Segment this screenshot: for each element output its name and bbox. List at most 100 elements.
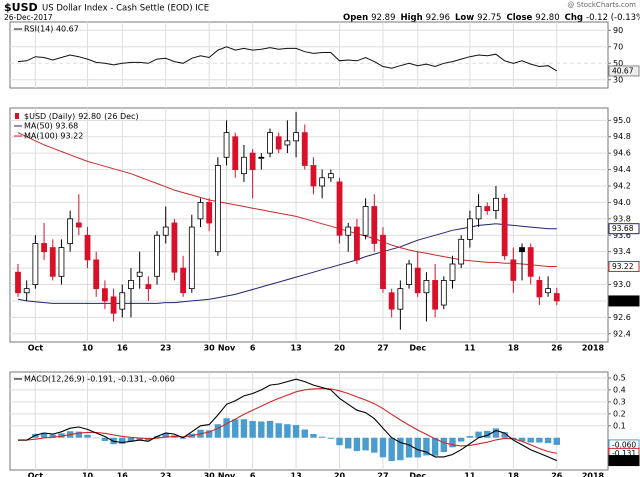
histogram-bar: [223, 418, 230, 438]
y-tick-label: 94.4: [613, 165, 631, 174]
y-tick-label: 94.8: [613, 132, 631, 141]
candle-body: [336, 181, 343, 236]
candle-body: [93, 259, 100, 290]
candle-body: [23, 288, 30, 294]
candle-body: [536, 280, 543, 298]
histogram-bar: [457, 437, 465, 442]
candle-body: [136, 271, 143, 277]
x-tick-label: 6: [250, 344, 256, 353]
macd-line: [18, 378, 558, 462]
legend-date: (26 Dec): [104, 112, 138, 121]
candle-body: [510, 259, 517, 281]
x-tick-label: 20: [334, 472, 346, 477]
candle-body: [84, 234, 91, 261]
candle-body: [319, 177, 326, 187]
candle-body: [128, 280, 134, 290]
y-tick-label: 70: [613, 42, 623, 51]
candle-body: [214, 165, 221, 253]
last-value-tag: -0.191: [612, 456, 636, 465]
histogram-bar: [327, 437, 335, 439]
histogram-bar: [466, 436, 474, 438]
candle-body: [241, 156, 247, 175]
y-tick-label: 50: [613, 59, 623, 68]
x-tick-label: 26: [551, 472, 563, 477]
last-value-tag: 93.68: [612, 224, 634, 233]
candle-body: [397, 288, 404, 310]
histogram-bar: [240, 419, 248, 438]
histogram-bar: [379, 437, 387, 458]
candle-body: [110, 296, 117, 314]
x-tick-label: Nov: [218, 472, 236, 477]
moving-average-line: [17, 132, 557, 267]
last-close-tag-box: [608, 295, 640, 307]
histogram-bar: [501, 432, 508, 438]
candle-body: [432, 280, 439, 310]
candle-body: [362, 206, 369, 236]
candle-body: [519, 247, 525, 253]
histogram-bar: [162, 433, 169, 438]
quote-value: 92.80: [535, 13, 559, 23]
price-panel: [9, 107, 609, 343]
histogram-bar: [527, 437, 534, 443]
candle-body: [275, 136, 282, 150]
histogram-bar: [136, 437, 143, 440]
y-tick-label: 30: [613, 75, 623, 84]
candle-body: [154, 234, 160, 277]
last-value-tag-box: [608, 223, 640, 235]
histogram-bar: [423, 437, 430, 456]
date: 26-Dec-2017: [4, 13, 53, 22]
candle-body: [75, 222, 82, 228]
candle-body: [197, 202, 204, 220]
histogram-bar: [475, 431, 482, 438]
candle-body: [171, 222, 178, 273]
y-tick-label: 0.5: [613, 373, 626, 382]
candle-body: [67, 218, 74, 244]
quote-value: 92.75: [477, 13, 501, 23]
histogram-bar: [205, 430, 213, 438]
last-value-tag-box: [608, 455, 640, 467]
last-value-tag: 93.22: [612, 262, 634, 271]
x-tick-label: 18: [508, 344, 520, 353]
histogram-bar: [249, 421, 256, 438]
histogram-bar: [258, 421, 265, 438]
y-tick-label: 0.2: [613, 409, 626, 418]
candle-body: [493, 197, 499, 212]
candle-body: [380, 234, 386, 290]
histogram-bar: [336, 437, 343, 446]
x-tick-label: 6: [250, 472, 256, 477]
x-tick-label: 11: [464, 472, 476, 477]
histogram-bar: [284, 424, 291, 438]
histogram-bar: [58, 433, 65, 438]
histogram-bar: [310, 434, 317, 438]
y-tick-label: 93.8: [613, 214, 631, 223]
histogram-bar: [405, 437, 413, 458]
histogram-bar: [127, 437, 135, 442]
credit: @ StockCharts.com: [567, 1, 636, 9]
quote-label: Close: [506, 13, 532, 23]
last-value-tag: -0.131: [612, 449, 636, 458]
quote-value: 92.89: [371, 13, 395, 23]
legend-label: MA(50) 93.68: [24, 122, 78, 131]
y-tick-label: 94.2: [613, 182, 631, 191]
candle-body: [354, 226, 360, 261]
candle-body: [553, 293, 560, 302]
quote-label: Open: [343, 13, 368, 23]
last-close-tag: 92.80: [612, 296, 634, 305]
candle-body: [119, 292, 126, 310]
histogram-bar: [214, 424, 222, 438]
x-tick-label: 13: [291, 344, 302, 353]
quote-label: Chg: [565, 13, 583, 23]
candle-body: [232, 136, 239, 170]
candle-body: [388, 292, 395, 310]
x-end-label: 2018: [582, 472, 605, 477]
candle-body: [501, 197, 508, 257]
candle-body: [327, 173, 334, 179]
x-tick-label: 30: [204, 344, 216, 353]
rsi-panel: [9, 21, 609, 89]
candle-body: [458, 238, 465, 265]
candle-body: [310, 165, 317, 187]
x-tick-label: Oct: [28, 472, 44, 477]
candle-body: [449, 263, 456, 281]
candle-body: [102, 288, 108, 302]
histogram-bar: [484, 430, 491, 438]
